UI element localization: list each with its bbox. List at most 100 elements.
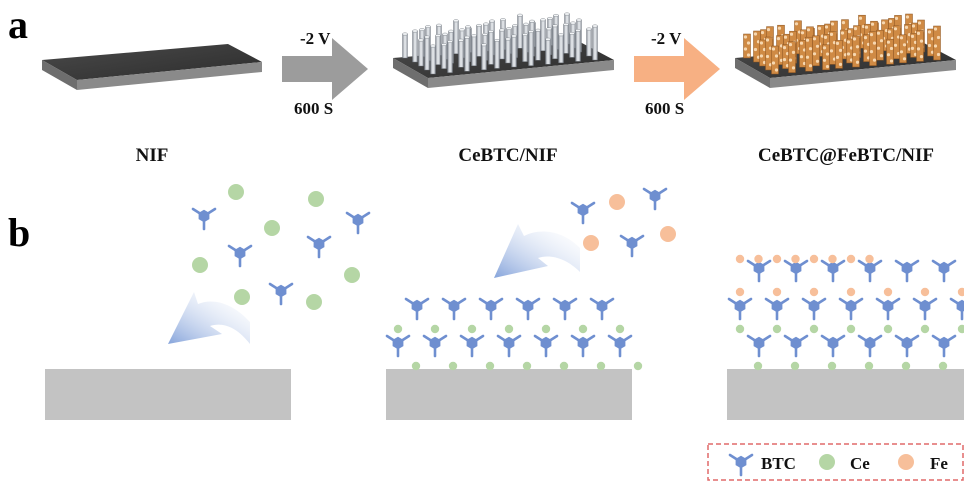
legend: BTC Ce Fe xyxy=(707,443,964,481)
process-arrow-icon xyxy=(634,38,720,100)
step-2-time: 600 S xyxy=(645,99,684,118)
panel-a-letter: a xyxy=(8,2,28,47)
ce-ion-icon xyxy=(735,324,745,334)
ce-ion-icon xyxy=(864,361,874,371)
step-1-time: 600 S xyxy=(294,99,333,118)
nanorod xyxy=(424,35,430,71)
btc-linker-icon xyxy=(820,334,846,358)
nif-slab xyxy=(42,44,262,90)
nanorod xyxy=(494,39,500,69)
ce-ion-icon xyxy=(411,361,421,371)
btc-linker-icon xyxy=(949,297,964,321)
ce-ion-icon xyxy=(883,324,893,334)
btc-linker-icon xyxy=(589,297,615,321)
sample-label-cebtc-febtc: CeBTC@FeBTC/NIF xyxy=(758,145,934,166)
fe-ion-icon xyxy=(846,287,856,297)
nanorod xyxy=(522,33,528,62)
btc-linker-icon xyxy=(912,297,938,321)
btc-linker-icon xyxy=(857,259,883,283)
ce-ion-icon xyxy=(541,324,551,334)
ce-ion-icon xyxy=(308,191,324,207)
btc-linker-icon xyxy=(875,297,901,321)
nanorod xyxy=(430,44,436,75)
ce-ion-icon xyxy=(228,184,244,200)
nanorod xyxy=(535,28,541,61)
nanorod xyxy=(575,28,581,62)
nanorod xyxy=(517,13,523,49)
btc-linker-icon xyxy=(422,334,448,358)
fe-ion-icon xyxy=(828,254,837,264)
fe-ion-icon xyxy=(772,254,782,264)
nanorod xyxy=(558,33,564,63)
btc-linker-icon xyxy=(191,207,217,231)
coated-nanorod xyxy=(771,45,779,75)
coated-nanorod xyxy=(835,40,843,69)
ce-ion-icon xyxy=(809,324,819,334)
nanorod xyxy=(435,34,441,65)
btc-linker-icon xyxy=(441,297,467,321)
btc-linker-icon xyxy=(838,297,864,321)
ce-ion-icon xyxy=(827,361,837,371)
ce-ion-icon xyxy=(615,324,625,334)
deposition-arrow-icon xyxy=(494,224,580,278)
legend-label-ce: Ce xyxy=(850,454,870,473)
panel-b-letter: b xyxy=(8,210,30,255)
ce-ion-icon xyxy=(234,289,250,305)
btc-linker-icon xyxy=(642,187,668,211)
btc-linker-icon xyxy=(746,259,772,283)
fe-ion-icon xyxy=(609,194,625,210)
btc-linker-icon xyxy=(459,334,485,358)
substrate-2 xyxy=(386,369,632,420)
ce-ion-icon xyxy=(522,361,532,371)
btc-linker-icon xyxy=(894,334,920,358)
ce-ion-icon xyxy=(753,361,763,371)
coated-nanorod xyxy=(799,39,807,68)
fe-ion-icon xyxy=(920,287,930,297)
ce-ion-icon xyxy=(344,267,360,283)
nanorod xyxy=(458,38,464,68)
fe-ion-icon xyxy=(957,287,964,297)
nanorod xyxy=(464,35,470,72)
ce-nanorods xyxy=(402,12,598,75)
ce-ion-icon xyxy=(819,454,835,470)
btc-linker-icon xyxy=(746,334,772,358)
ce-ion-icon xyxy=(393,324,403,334)
ce-ion-icon xyxy=(448,361,458,371)
btc-linker-icon xyxy=(727,297,753,321)
btc-linker-icon xyxy=(820,259,846,283)
step-2-voltage: -2 V xyxy=(651,29,682,48)
coated-nanorod xyxy=(852,35,860,68)
fe-ion-icon xyxy=(772,287,782,297)
fe-ion-icon xyxy=(883,287,893,297)
ce-ion-icon xyxy=(938,361,948,371)
coated-nanorod xyxy=(916,30,924,62)
btc-linker-icon xyxy=(931,259,957,283)
btc-linker-icon xyxy=(783,334,809,358)
ce-ion-icon xyxy=(957,324,964,334)
coated-nanorod xyxy=(743,33,751,59)
nanorod xyxy=(441,43,447,69)
fe-ion-icon xyxy=(846,254,856,264)
coated-nanorod xyxy=(886,38,894,65)
sample-label-nif: NIF xyxy=(136,145,169,166)
btc-linker-icon xyxy=(607,334,633,358)
btc-linker-icon xyxy=(801,297,827,321)
process-arrow-icon xyxy=(282,38,368,100)
btc-linker-icon xyxy=(894,259,920,283)
nanorod xyxy=(418,38,424,67)
coated-nanorod xyxy=(869,31,877,66)
sample-label-cebtc: CeBTC/NIF xyxy=(458,145,557,166)
ce-ion-icon xyxy=(192,257,208,273)
fe-ion-icon xyxy=(865,254,874,264)
coated-nanorod xyxy=(910,33,918,58)
btc-linker-icon xyxy=(533,334,559,358)
btc-linker-icon xyxy=(268,282,294,306)
ce-ion-icon xyxy=(264,220,280,236)
ce-ion-icon xyxy=(596,361,606,371)
btc-linker-icon xyxy=(345,211,371,235)
fe-ion-icon xyxy=(791,254,800,264)
fe-ion-icon xyxy=(735,254,745,264)
coated-nanorod xyxy=(933,25,941,61)
nanorod xyxy=(412,29,418,63)
coated-nanorod xyxy=(805,36,813,72)
